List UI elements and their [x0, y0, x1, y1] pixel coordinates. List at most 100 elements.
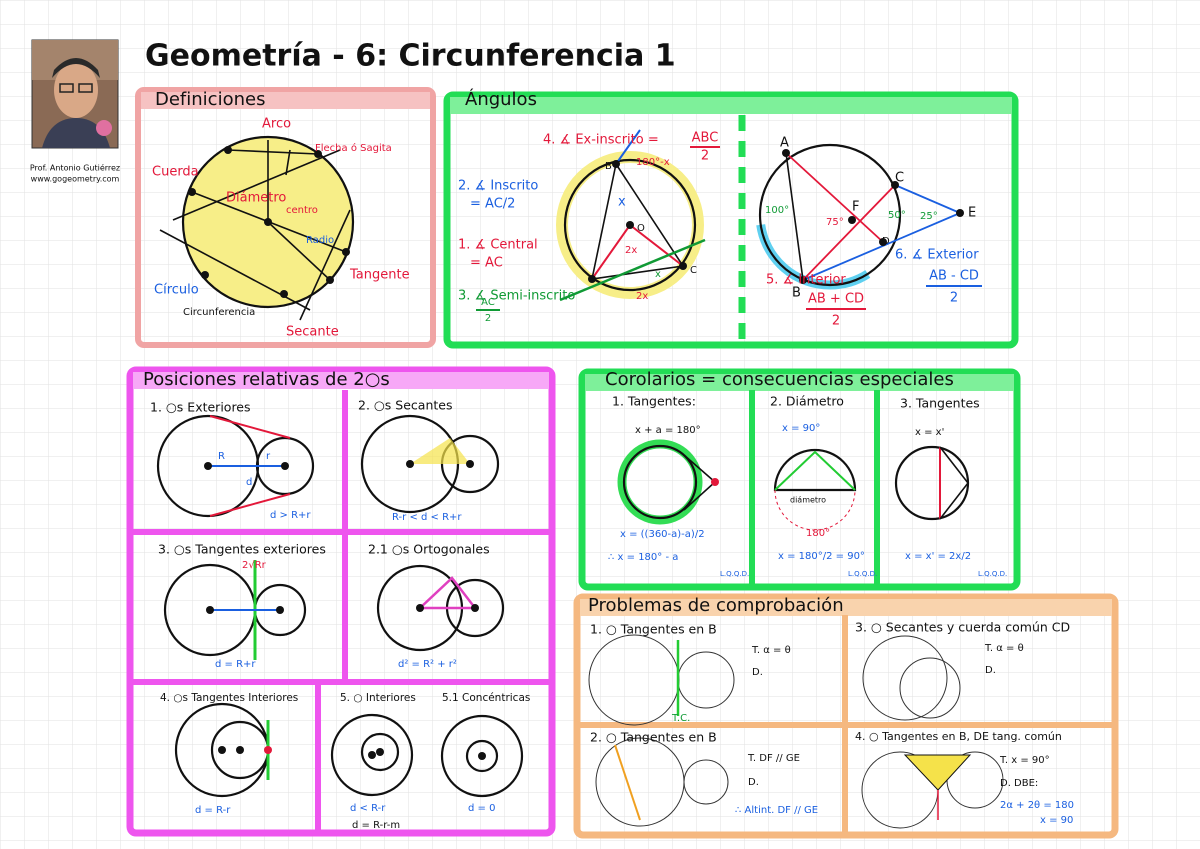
label: Circunferencia — [183, 307, 255, 318]
shape-circle — [326, 276, 334, 284]
label: AB + CD — [808, 292, 864, 307]
shape-line — [615, 129, 641, 165]
label: 1. ○s Exteriores — [150, 400, 251, 415]
label: ABC — [692, 131, 719, 146]
shape-circle — [224, 146, 232, 154]
label: Prof. Antonio Gutiérrez — [30, 163, 120, 173]
shape-circle — [236, 746, 244, 754]
label: 75° — [826, 217, 844, 228]
shape-path — [52, 58, 100, 78]
label: C — [690, 265, 697, 276]
label: 2x — [636, 291, 648, 302]
shape-circle — [588, 275, 596, 283]
label: R — [218, 451, 225, 462]
shape-circle — [891, 181, 899, 189]
shape-circle — [276, 606, 284, 614]
label: 25° — [920, 211, 938, 222]
label: 2 — [485, 313, 491, 324]
label: x = 180°/2 = 90° — [778, 551, 865, 562]
label: 3. ○ Secantes y cuerda común CD — [855, 620, 1070, 635]
label: x = 90° — [782, 423, 820, 434]
label: 2√Rr — [242, 560, 267, 571]
label: 6. ∡ Exterior — [895, 248, 979, 263]
label: r — [266, 451, 271, 462]
label: Círculo — [154, 283, 199, 298]
label: 3. Tangentes — [900, 396, 980, 411]
label: Diámetro — [226, 191, 286, 206]
shape-circle — [406, 460, 414, 468]
shape-rect — [133, 372, 549, 389]
label: ∴ Altint. DF // GE — [735, 805, 818, 816]
label: Posiciones relativas de 2○s — [143, 369, 390, 390]
shape-line — [785, 152, 804, 281]
label: 2. ○s Secantes — [358, 398, 452, 413]
label: B — [605, 161, 612, 172]
label: 4. ○ Tangentes en B, DE tang. común — [855, 730, 1062, 743]
label: A — [780, 136, 789, 151]
label: d = 0 — [468, 803, 495, 814]
shape-polyline — [774, 450, 856, 491]
shape-line — [299, 209, 351, 321]
shape-line — [894, 184, 961, 214]
shape-circle — [281, 462, 289, 470]
shape-circle — [556, 151, 704, 299]
label: T. DF // GE — [747, 753, 800, 764]
label: Arco — [262, 117, 291, 132]
label: 3. ∡ Semi-inscrito — [458, 289, 575, 304]
shape-circle — [622, 444, 698, 520]
shape-line — [209, 415, 291, 439]
label: Corolarios = consecuencias especiales — [605, 369, 954, 390]
shape-rect — [126, 366, 556, 837]
shape-rect — [141, 92, 430, 109]
label: 2 — [832, 314, 840, 329]
label: T. α = θ — [984, 643, 1024, 654]
shape-circle — [466, 460, 474, 468]
shape-circle — [206, 606, 214, 614]
label: d = R-r-m — [352, 820, 400, 831]
shape-circle — [612, 160, 620, 168]
label: AC — [481, 297, 495, 308]
shape-rect — [573, 593, 1119, 839]
label: R-r < d < R+r — [392, 512, 462, 523]
shape-polyline — [590, 163, 685, 280]
label: 2x — [625, 245, 637, 256]
label: ∴ x = 180° - a — [608, 552, 678, 563]
label: Definiciones — [155, 89, 265, 110]
shape-circle — [201, 271, 209, 279]
label: 1. ∡ Central — [458, 238, 538, 253]
label: T. x = 90° — [999, 755, 1050, 766]
label: 180° — [806, 528, 830, 539]
shape-circle — [683, 759, 729, 805]
shape-line — [785, 152, 884, 243]
label: 4. ○s Tangentes Interiores — [160, 692, 298, 704]
label: Problemas de comprobación — [588, 595, 844, 616]
shape-line — [227, 149, 319, 155]
shape-circle — [465, 739, 499, 773]
label: 100° — [765, 205, 789, 216]
shape-circle — [626, 221, 634, 229]
label: 2α + 2θ = 180 — [1000, 800, 1074, 811]
label: 2.1 ○s Ortogonales — [368, 542, 490, 557]
label: d — [246, 477, 252, 488]
shape-circle — [376, 748, 384, 756]
label: centro — [286, 205, 318, 216]
shape-rect — [450, 97, 1012, 114]
shape-circle — [96, 120, 112, 136]
label: O — [637, 223, 645, 234]
label: L.Q.Q.D. — [720, 570, 749, 578]
shape-circle — [799, 276, 807, 284]
label: Secante — [286, 325, 339, 340]
shape-line — [559, 238, 706, 302]
shape-line — [209, 493, 291, 517]
shape-circle — [711, 478, 719, 486]
shape-polygon — [410, 438, 470, 464]
shape-circle — [862, 635, 948, 721]
label: d < R-r — [350, 803, 386, 814]
shape-circle — [280, 290, 288, 298]
label: x = x' — [915, 427, 944, 438]
label: 5. ∡ Interior — [766, 273, 846, 288]
shape-circle — [879, 238, 887, 246]
shape-circle — [204, 462, 212, 470]
shape-circle — [617, 439, 703, 525]
